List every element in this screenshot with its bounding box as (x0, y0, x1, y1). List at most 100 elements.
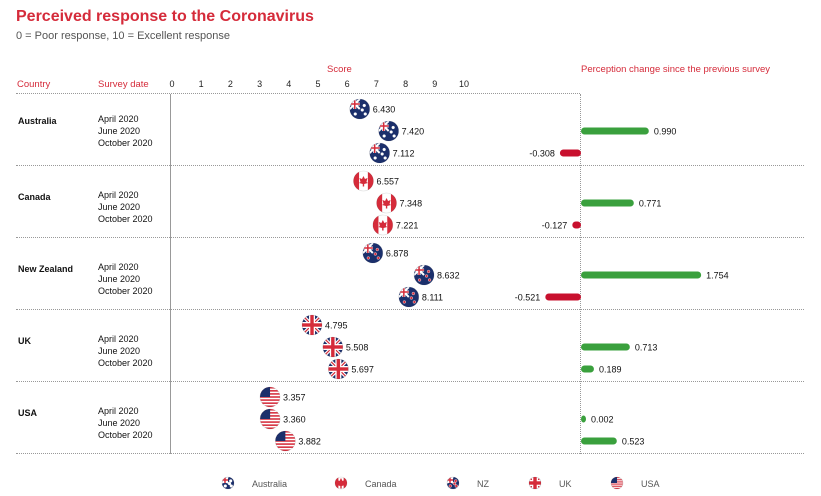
change-bar (572, 221, 581, 229)
change-bar (559, 149, 581, 157)
survey-dates: April 2020 June 2020 October 2020 (98, 261, 153, 297)
score-label: 7.420 (402, 127, 425, 137)
score-point (328, 358, 349, 380)
change-bar (545, 293, 581, 301)
score-point (259, 408, 281, 430)
survey-dates: April 2020 June 2020 October 2020 (98, 333, 153, 369)
score-label: 7.112 (393, 149, 415, 159)
x-tick-label: 9 (432, 79, 438, 89)
x-tick-label: 0 (169, 79, 175, 89)
change-label: 0.990 (654, 127, 677, 137)
legend-label: USA (641, 479, 660, 489)
legend-marker (334, 476, 348, 490)
change-zero-line (580, 94, 581, 454)
score-label: 7.221 (396, 221, 419, 231)
survey-date-label: October 2020 (98, 138, 153, 148)
change-bar (581, 127, 649, 135)
x-tick-label: 2 (227, 79, 233, 89)
legend-marker (610, 476, 624, 490)
change-label: 0.523 (622, 437, 645, 447)
survey-dates: April 2020 June 2020 October 2020 (98, 189, 153, 225)
survey-date-label: October 2020 (98, 430, 153, 440)
survey-date-label: June 2020 (98, 346, 141, 356)
survey-date-label: April 2020 (98, 262, 139, 272)
score-point (349, 98, 371, 120)
score-label: 7.348 (400, 199, 423, 209)
legend-label: Australia (252, 479, 287, 489)
x-tick-label: 4 (286, 79, 292, 89)
survey-date-header: Survey date (98, 79, 149, 90)
row-divider-right (580, 237, 804, 238)
score-label: 6.878 (386, 249, 409, 259)
change-bar (581, 199, 634, 207)
country-label: Canada (18, 192, 51, 202)
score-point (275, 430, 296, 452)
x-tick-label: 7 (373, 79, 379, 89)
change-bar (581, 271, 702, 279)
change-label: -0.521 (515, 293, 541, 303)
score-point (259, 386, 281, 408)
legend-marker (446, 476, 460, 490)
country-header: Country (17, 79, 51, 90)
survey-date-label: October 2020 (98, 214, 153, 224)
row-divider (16, 309, 580, 310)
row-divider-right (580, 453, 804, 454)
survey-date-label: April 2020 (98, 114, 139, 124)
score-point (372, 214, 394, 236)
legend-label: Canada (365, 479, 397, 489)
x-tick-label: 3 (257, 79, 263, 89)
chart-title: Perceived response to the Coronavirus (16, 8, 314, 25)
score-point (369, 142, 390, 164)
change-label: 0.713 (635, 343, 658, 353)
change-bar (581, 343, 630, 351)
survey-dates: April 2020 June 2020 October 2020 (98, 405, 153, 441)
row-divider (16, 165, 580, 166)
x-tick-label: 5 (315, 79, 321, 89)
survey-date-label: April 2020 (98, 406, 139, 416)
country-label: New Zealand (18, 264, 74, 274)
score-label: 4.795 (325, 321, 348, 331)
survey-date-label: April 2020 (98, 190, 139, 200)
row-divider (16, 453, 580, 454)
survey-date-label: June 2020 (98, 274, 141, 284)
score-point (362, 242, 384, 264)
change-bar (581, 415, 586, 423)
change-bar (581, 365, 594, 373)
x-tick-label: 8 (403, 79, 409, 89)
change-label: 0.771 (639, 199, 662, 209)
survey-date-label: June 2020 (98, 202, 141, 212)
survey-date-label: June 2020 (98, 418, 141, 428)
country-label: UK (18, 336, 31, 346)
score-point (398, 286, 420, 308)
score-header: Score (327, 64, 352, 75)
score-point (322, 336, 344, 358)
x-tick-label: 6 (344, 79, 350, 89)
score-point (353, 170, 374, 192)
score-label: 6.430 (373, 105, 396, 115)
legend-label: NZ (477, 479, 489, 489)
row-divider (16, 237, 580, 238)
country-label: USA (18, 408, 38, 418)
score-point (413, 264, 435, 286)
score-point (376, 192, 397, 214)
legend-marker (528, 476, 542, 490)
score-point (378, 120, 399, 142)
x-tick-label: 1 (198, 79, 204, 89)
change-header: Perception change since the previous sur… (581, 64, 771, 75)
row-divider-right (580, 309, 804, 310)
score-label: 3.360 (283, 415, 306, 425)
change-label: -0.127 (542, 221, 568, 231)
row-divider-right (580, 165, 804, 166)
legend-label: UK (559, 479, 572, 489)
row-divider-right (580, 381, 804, 382)
survey-date-label: April 2020 (98, 334, 139, 344)
score-point (301, 314, 323, 336)
survey-dates: April 2020 June 2020 October 2020 (98, 113, 153, 149)
change-label: 0.189 (599, 365, 622, 375)
survey-date-label: October 2020 (98, 358, 153, 368)
legend-marker (221, 476, 235, 490)
score-label: 5.697 (351, 365, 374, 375)
row-divider (16, 381, 580, 382)
score-axis-line (170, 94, 171, 454)
